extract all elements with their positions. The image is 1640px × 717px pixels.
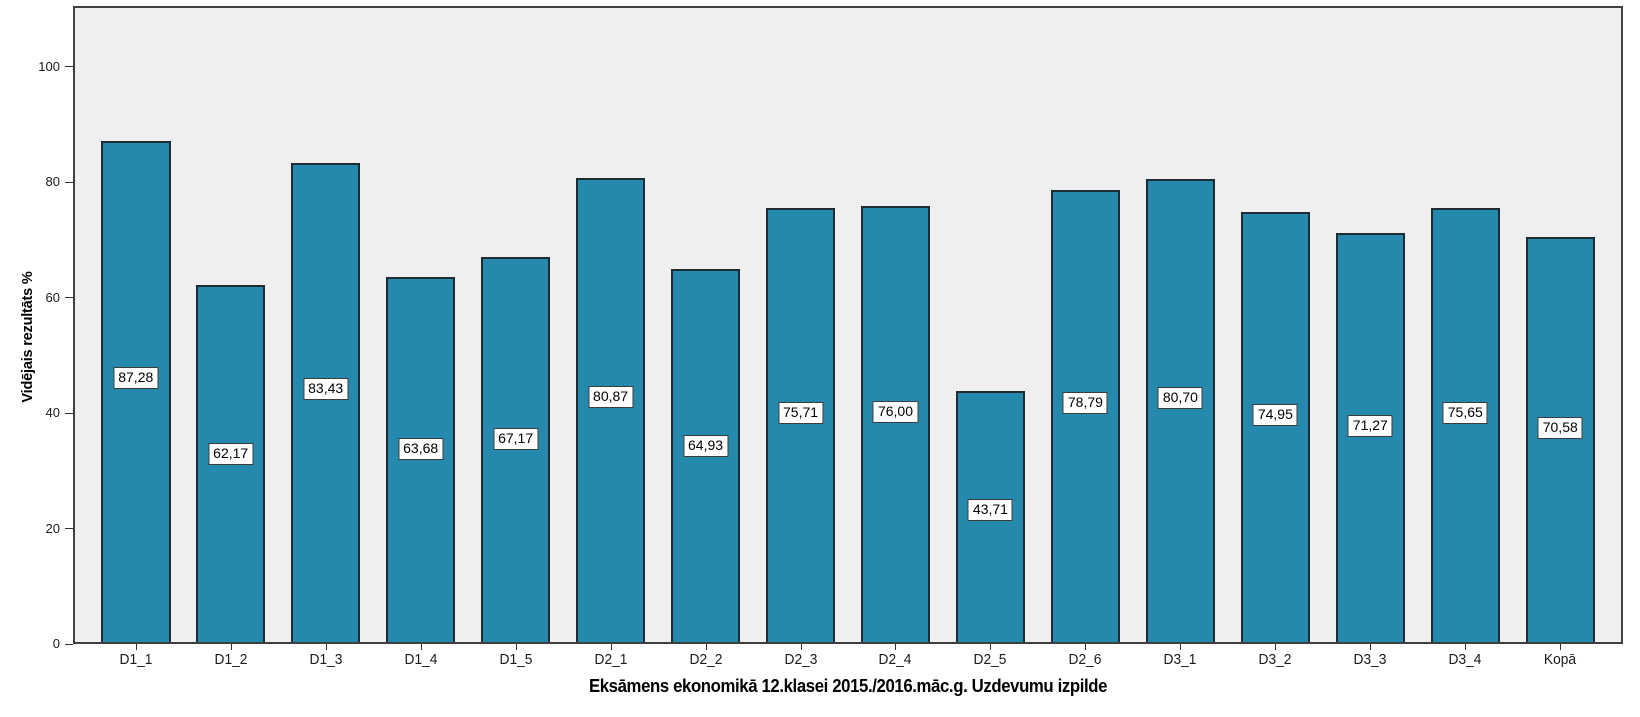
y-tick-label: 0 xyxy=(52,636,60,651)
x-category-label: D1_2 xyxy=(214,652,248,668)
bar-D2_5: 43,71 xyxy=(955,391,1026,642)
x-category-label: D1_3 xyxy=(309,652,343,668)
y-tick-label: 100 xyxy=(38,58,60,74)
y-tick-label: 80 xyxy=(45,174,60,190)
y-tick-label: 20 xyxy=(45,520,60,536)
y-tick xyxy=(65,412,73,414)
x-category-label: D2_2 xyxy=(689,652,723,668)
bar-value-label: 87,28 xyxy=(113,366,159,389)
x-tick xyxy=(325,644,327,650)
y-tick-label: 40 xyxy=(45,405,60,421)
bar-value-label: 63,68 xyxy=(398,438,444,461)
bar-D2_2: 64,93 xyxy=(670,269,741,642)
x-tick xyxy=(800,644,802,650)
x-category-label: D1_4 xyxy=(404,652,438,668)
bar-D3_4: 75,65 xyxy=(1430,207,1501,642)
x-tick xyxy=(1085,644,1087,650)
x-category-label: D2_4 xyxy=(878,652,912,668)
bar-D1_5: 67,17 xyxy=(480,256,551,642)
x-tick xyxy=(1465,644,1467,650)
bar-value-label: 83,43 xyxy=(303,378,349,401)
x-tick xyxy=(420,644,422,650)
bar-value-label: 62,17 xyxy=(208,443,254,465)
x-tick xyxy=(1275,644,1277,650)
y-tick xyxy=(65,643,73,645)
bar-D1_3: 83,43 xyxy=(290,163,361,642)
x-tick xyxy=(135,644,137,650)
x-axis-title: Eksāmens ekonomikā 12.klasei 2015./2016.… xyxy=(588,676,1108,696)
x-category-label: D2_6 xyxy=(1068,652,1102,668)
bar-D3_3: 71,27 xyxy=(1335,233,1406,642)
bar-D2_6: 78,79 xyxy=(1050,189,1121,642)
bar-value-label: 80,70 xyxy=(1157,386,1203,409)
x-tick xyxy=(705,644,707,650)
y-tick xyxy=(65,297,73,299)
bar-value-label: 80,87 xyxy=(588,386,634,409)
bar-D1_4: 63,68 xyxy=(385,276,456,642)
bar-D3_1: 80,70 xyxy=(1145,178,1216,642)
x-category-label: D2_3 xyxy=(784,652,817,668)
y-tick xyxy=(65,181,73,183)
bar-value-label: 64,93 xyxy=(683,434,729,457)
x-category-label: D3_3 xyxy=(1353,652,1387,668)
y-tick-label: 60 xyxy=(45,289,60,305)
x-category-label: D1_1 xyxy=(119,652,153,668)
bar-D2_3: 75,71 xyxy=(765,207,836,642)
x-tick xyxy=(990,644,992,650)
bar-value-label: 67,17 xyxy=(493,427,539,450)
x-tick xyxy=(895,644,897,650)
bar-D2_4: 76,00 xyxy=(860,205,931,642)
x-category-label: D2_5 xyxy=(973,652,1007,668)
bar-value-label: 76,00 xyxy=(872,400,918,423)
x-tick xyxy=(1370,644,1372,650)
bar-value-label: 78,79 xyxy=(1062,392,1108,415)
x-tick xyxy=(610,644,612,650)
plot-area: 87,28 62,17 83,43 63,68 67,17 80,87 64,93 75,71… xyxy=(73,6,1623,644)
x-category-label: D1_5 xyxy=(499,652,533,668)
x-category-label: D3_1 xyxy=(1163,652,1197,668)
bar-value-label: 75,65 xyxy=(1442,402,1488,425)
bar-D1_2: 62,17 xyxy=(195,285,266,642)
x-category-label: Kopā xyxy=(1544,652,1577,668)
bar-value-label: 75,71 xyxy=(777,401,824,424)
x-tick xyxy=(515,644,517,650)
x-tick xyxy=(1180,644,1182,650)
bar-D1_1: 87,28 xyxy=(101,141,171,642)
bar-Kopā: 70,58 xyxy=(1525,237,1595,642)
bar-D2_1: 80,87 xyxy=(575,178,646,642)
y-tick xyxy=(65,66,73,68)
bar-value-label: 70,58 xyxy=(1537,417,1583,440)
x-category-label: D3_2 xyxy=(1258,652,1292,668)
y-tick xyxy=(65,528,73,530)
bar-value-label: 74,95 xyxy=(1252,404,1298,427)
x-tick xyxy=(230,644,232,650)
x-category-label: D2_1 xyxy=(594,652,628,668)
bar-D3_2: 74,95 xyxy=(1240,211,1311,642)
bar-value-label: 43,71 xyxy=(967,499,1013,522)
x-category-label: D3_4 xyxy=(1448,652,1482,668)
bar-value-label: 71,27 xyxy=(1347,415,1393,438)
x-tick xyxy=(1560,644,1562,650)
